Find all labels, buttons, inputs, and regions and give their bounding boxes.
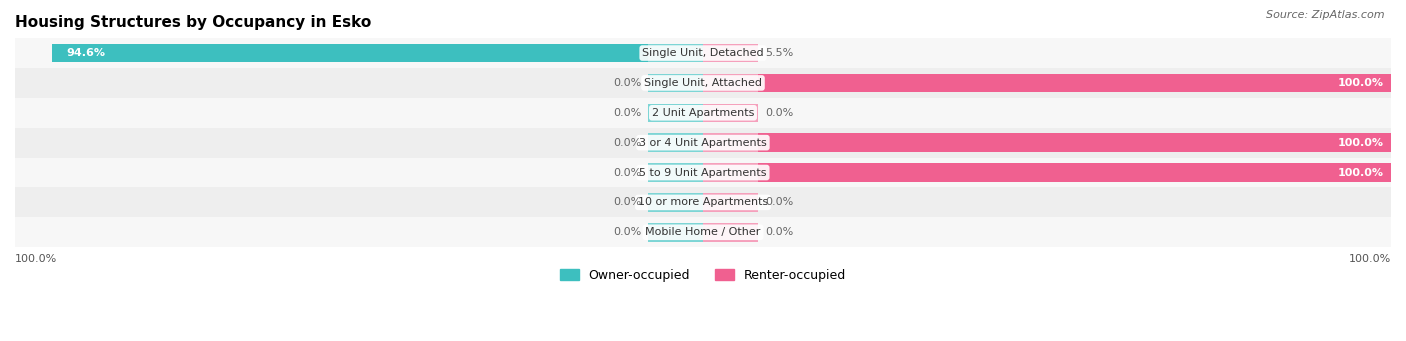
Bar bbox=[52, 44, 703, 62]
Text: 5 to 9 Unit Apartments: 5 to 9 Unit Apartments bbox=[640, 167, 766, 178]
Text: Mobile Home / Other: Mobile Home / Other bbox=[645, 227, 761, 237]
Text: Source: ZipAtlas.com: Source: ZipAtlas.com bbox=[1267, 10, 1385, 20]
Bar bbox=[703, 163, 758, 182]
Bar bbox=[703, 104, 758, 122]
Text: 0.0%: 0.0% bbox=[765, 197, 793, 207]
Bar bbox=[648, 223, 703, 241]
Bar bbox=[703, 133, 1391, 152]
Bar bbox=[703, 74, 758, 92]
Text: Housing Structures by Occupancy in Esko: Housing Structures by Occupancy in Esko bbox=[15, 15, 371, 30]
Bar bbox=[648, 74, 703, 92]
Text: 100.0%: 100.0% bbox=[1348, 254, 1391, 264]
Bar bbox=[15, 38, 1391, 68]
Bar bbox=[703, 163, 1391, 182]
Text: 0.0%: 0.0% bbox=[613, 167, 641, 178]
Bar bbox=[703, 44, 741, 62]
Bar bbox=[648, 163, 703, 182]
Bar bbox=[15, 98, 1391, 128]
Bar bbox=[703, 133, 758, 152]
Text: 0.0%: 0.0% bbox=[765, 108, 793, 118]
Bar bbox=[703, 223, 758, 241]
Text: Single Unit, Detached: Single Unit, Detached bbox=[643, 48, 763, 58]
Bar bbox=[703, 193, 758, 212]
Text: 0.0%: 0.0% bbox=[613, 108, 641, 118]
Text: 0.0%: 0.0% bbox=[613, 138, 641, 148]
Bar bbox=[703, 44, 758, 62]
Legend: Owner-occupied, Renter-occupied: Owner-occupied, Renter-occupied bbox=[555, 264, 851, 287]
Text: 0.0%: 0.0% bbox=[613, 227, 641, 237]
Text: Single Unit, Attached: Single Unit, Attached bbox=[644, 78, 762, 88]
Text: 100.0%: 100.0% bbox=[15, 254, 58, 264]
Text: 2 Unit Apartments: 2 Unit Apartments bbox=[652, 108, 754, 118]
Bar bbox=[648, 193, 703, 212]
Bar bbox=[15, 188, 1391, 217]
Text: 94.6%: 94.6% bbox=[66, 48, 105, 58]
Text: 0.0%: 0.0% bbox=[765, 227, 793, 237]
Bar bbox=[703, 74, 1391, 92]
Text: 0.0%: 0.0% bbox=[613, 78, 641, 88]
Bar bbox=[648, 133, 703, 152]
Bar bbox=[648, 104, 703, 122]
Text: 5.5%: 5.5% bbox=[765, 48, 793, 58]
Bar bbox=[15, 217, 1391, 247]
Text: 0.0%: 0.0% bbox=[613, 197, 641, 207]
Bar bbox=[15, 158, 1391, 188]
Text: 100.0%: 100.0% bbox=[1339, 138, 1384, 148]
Bar bbox=[15, 68, 1391, 98]
Text: 10 or more Apartments: 10 or more Apartments bbox=[638, 197, 768, 207]
Text: 100.0%: 100.0% bbox=[1339, 78, 1384, 88]
Bar bbox=[15, 128, 1391, 158]
Bar bbox=[648, 44, 703, 62]
Text: 3 or 4 Unit Apartments: 3 or 4 Unit Apartments bbox=[640, 138, 766, 148]
Text: 100.0%: 100.0% bbox=[1339, 167, 1384, 178]
